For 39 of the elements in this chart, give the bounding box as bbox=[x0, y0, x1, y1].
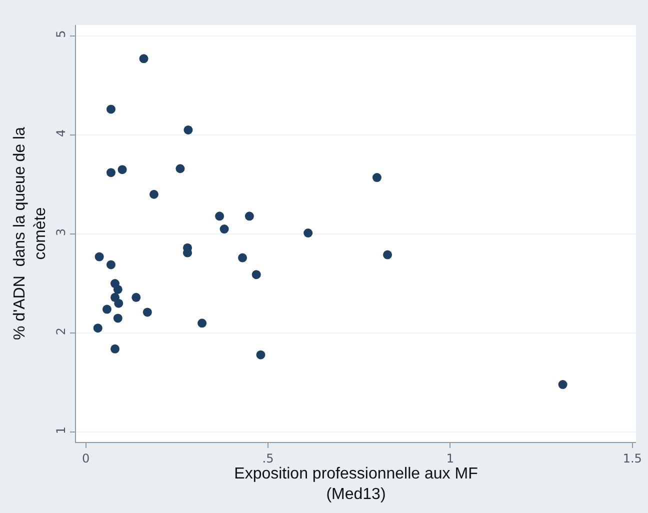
point bbox=[139, 54, 148, 64]
point bbox=[142, 308, 152, 317]
point bbox=[244, 212, 254, 221]
point bbox=[220, 224, 229, 234]
point bbox=[113, 284, 122, 294]
point bbox=[198, 318, 207, 328]
point bbox=[176, 164, 185, 174]
point bbox=[132, 292, 141, 302]
point bbox=[149, 190, 158, 199]
point bbox=[106, 260, 116, 270]
point bbox=[93, 324, 102, 333]
point bbox=[110, 344, 120, 354]
y-axis-title: % d'ADN dans la queue de la comète bbox=[11, 126, 50, 340]
x-tick-label: 1 bbox=[446, 451, 454, 466]
point bbox=[114, 298, 124, 308]
y-tick-label: 5 bbox=[54, 30, 68, 38]
y-tick-label: 3 bbox=[54, 228, 68, 236]
x-axis-title: Exposition professionnelle aux MF (Med13) bbox=[234, 465, 478, 504]
point bbox=[215, 212, 224, 221]
x-tick-label: 0 bbox=[82, 451, 90, 466]
point bbox=[113, 314, 122, 323]
point bbox=[184, 125, 193, 134]
point bbox=[383, 250, 392, 260]
point bbox=[106, 104, 116, 114]
y-tick-label: 1 bbox=[54, 426, 68, 434]
point bbox=[102, 304, 112, 314]
x-tick-label: .5 bbox=[262, 451, 274, 466]
point bbox=[94, 252, 104, 262]
y-tick-label: 4 bbox=[54, 129, 68, 137]
point bbox=[558, 380, 568, 390]
point bbox=[106, 168, 116, 178]
point bbox=[118, 165, 127, 174]
point bbox=[372, 173, 382, 182]
point bbox=[252, 270, 261, 280]
x-tick-label: 1.5 bbox=[622, 451, 642, 466]
point bbox=[238, 253, 248, 262]
y-tick-label: 2 bbox=[54, 327, 68, 336]
point bbox=[304, 228, 313, 238]
point bbox=[256, 350, 266, 360]
